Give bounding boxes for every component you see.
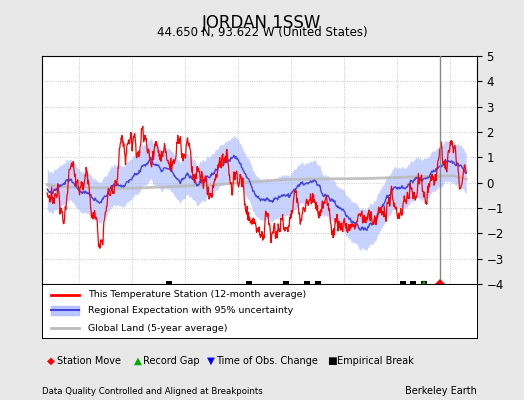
Text: Time of Obs. Change: Time of Obs. Change [216,356,318,366]
Text: Data Quality Controlled and Aligned at Breakpoints: Data Quality Controlled and Aligned at B… [42,387,263,396]
Text: Regional Expectation with 95% uncertainty: Regional Expectation with 95% uncertaint… [88,306,293,315]
Text: Record Gap: Record Gap [143,356,200,366]
Text: Station Move: Station Move [57,356,121,366]
Text: ◆: ◆ [47,356,55,366]
Text: Empirical Break: Empirical Break [337,356,413,366]
Text: 44.650 N, 93.622 W (United States): 44.650 N, 93.622 W (United States) [157,26,367,39]
Text: Global Land (5-year average): Global Land (5-year average) [88,324,227,333]
Text: ■: ■ [328,356,337,366]
Text: Berkeley Earth: Berkeley Earth [405,386,477,396]
Y-axis label: Temperature Anomaly (°C): Temperature Anomaly (°C) [523,96,524,244]
Text: JORDAN 1SSW: JORDAN 1SSW [202,14,322,32]
Text: ▲: ▲ [134,356,141,366]
Text: This Temperature Station (12-month average): This Temperature Station (12-month avera… [88,290,306,299]
Text: ▼: ▼ [207,356,215,366]
